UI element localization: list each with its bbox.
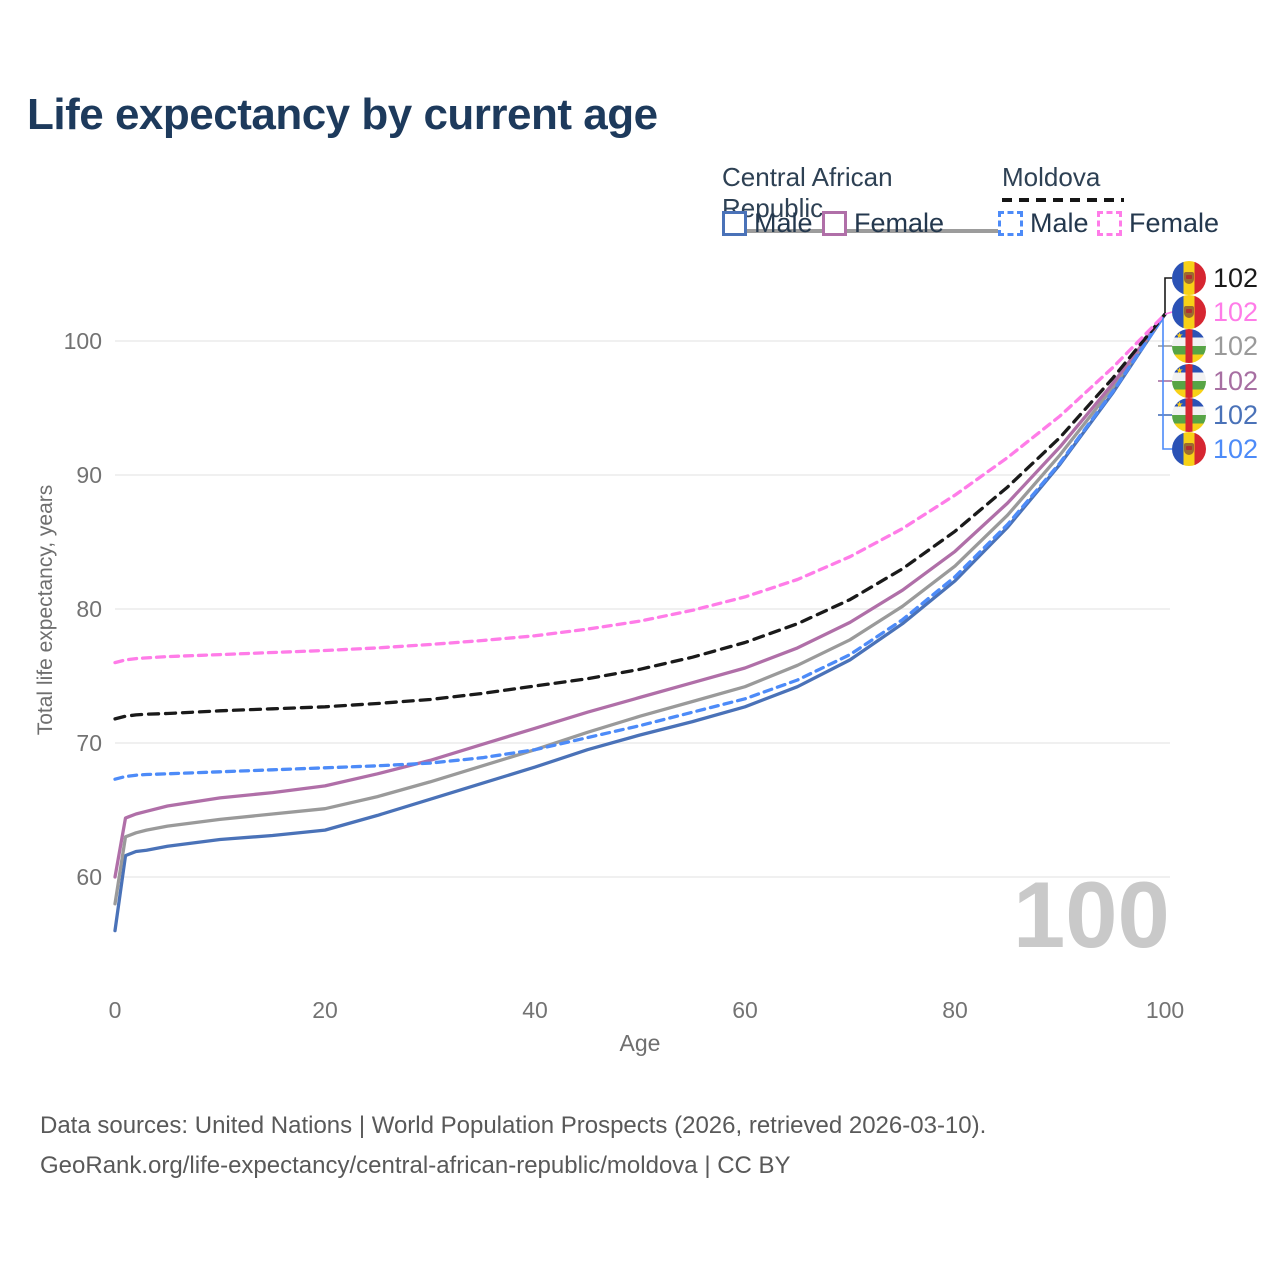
legend-group-central-african-republic: Central African Republic	[722, 162, 1000, 233]
x-tick-label: 20	[312, 997, 338, 1023]
legend-item-car-male[interactable]: Male	[722, 208, 813, 239]
endpoint-value-label: 102	[1213, 399, 1259, 430]
leader-line	[1162, 317, 1172, 450]
legend-item-label: Male	[754, 208, 813, 238]
central-african-republic-flag-icon	[1172, 398, 1206, 432]
moldova-emblem-icon	[1184, 272, 1194, 284]
legend-item-moldova-male[interactable]: Male	[998, 208, 1089, 239]
y-tick-label: 70	[76, 730, 102, 756]
series-line	[113, 312, 1167, 781]
legend-group-label: Moldova	[1002, 162, 1101, 192]
legend-items: Male Female Male Female	[722, 208, 1267, 242]
y-tick-label: 100	[64, 328, 102, 354]
x-tick-label: 40	[522, 997, 548, 1023]
series-line	[113, 312, 1167, 665]
y-tick-label: 80	[76, 596, 102, 622]
central-african-republic-flag-icon	[1172, 329, 1206, 363]
car-female-swatch-icon	[822, 211, 847, 236]
endpoint-value-label: 102	[1213, 433, 1259, 464]
x-tick-label: 60	[732, 997, 758, 1023]
series-line	[113, 312, 1167, 721]
page-title: Life expectancy by current age	[27, 90, 658, 139]
y-tick-label: 90	[76, 462, 102, 488]
leader-line	[1164, 311, 1173, 315]
series-line	[113, 312, 1167, 879]
car-star-icon	[1176, 367, 1183, 374]
leader-line	[1164, 277, 1172, 315]
legend-item-label: Female	[854, 208, 945, 238]
series-line	[113, 312, 1167, 933]
legend-group-label: Central African Republic	[722, 162, 893, 223]
endpoint-row: 102	[1172, 329, 1258, 363]
footer: Data sources: United Nations | World Pop…	[40, 1106, 986, 1186]
car-male-swatch-icon	[722, 211, 747, 236]
x-tick-label: 80	[942, 997, 968, 1023]
solid-line-sample-icon	[722, 229, 1000, 233]
moldova-emblem-icon	[1184, 306, 1194, 318]
x-tick-label: 100	[1146, 997, 1184, 1023]
legend-item-label: Male	[1030, 208, 1089, 238]
x-tick-label: 0	[109, 997, 122, 1023]
car-star-icon	[1176, 332, 1183, 339]
endpoint-value-label: 102	[1213, 262, 1259, 293]
dashed-line-sample-icon	[1002, 198, 1124, 202]
legend-item-label: Female	[1129, 208, 1220, 238]
moldova-flag-icon	[1172, 261, 1206, 295]
endpoint-row: 102	[1172, 295, 1258, 329]
endpoint-value-label: 102	[1213, 296, 1259, 327]
x-axis-title: Age	[619, 1030, 661, 1056]
age-counter-watermark: 100	[1013, 862, 1170, 967]
endpoint-value-label: 102	[1213, 330, 1259, 361]
series-line	[113, 312, 1167, 906]
endpoint-value-label: 102	[1213, 365, 1259, 396]
legend-item-moldova-female[interactable]: Female	[1097, 208, 1219, 239]
endpoint-row: 102	[1172, 364, 1258, 398]
moldova-flag-icon	[1172, 432, 1206, 466]
endpoint-row: 102	[1172, 432, 1258, 466]
legend-item-car-female[interactable]: Female	[822, 208, 944, 239]
endpoint-row: 102	[1172, 261, 1258, 295]
moldova-flag-icon	[1172, 295, 1206, 329]
central-african-republic-flag-icon	[1172, 364, 1206, 398]
endpoint-row: 102	[1172, 398, 1258, 432]
moldova-female-swatch-icon	[1097, 211, 1122, 236]
legend-group-moldova: Moldova	[1002, 162, 1124, 202]
moldova-male-swatch-icon	[998, 211, 1023, 236]
y-tick-label: 60	[76, 864, 102, 890]
car-star-icon	[1176, 401, 1183, 408]
attribution-text: GeoRank.org/life-expectancy/central-afri…	[40, 1152, 791, 1179]
data-sources-text: Data sources: United Nations | World Pop…	[40, 1112, 987, 1139]
moldova-emblem-icon	[1184, 443, 1194, 455]
